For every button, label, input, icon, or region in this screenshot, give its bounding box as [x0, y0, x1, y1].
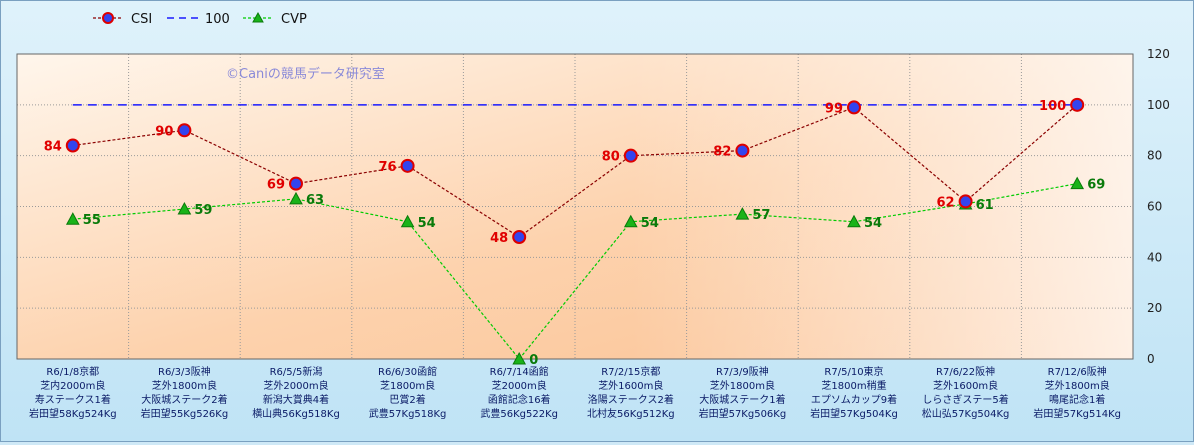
x-category-label: しらさぎステー5着	[922, 393, 1008, 406]
csi-data-label: 84	[44, 140, 62, 155]
x-category-label: 岩田望55Kg526Kg	[141, 407, 229, 420]
x-category-label: 新潟大賞典4着	[263, 393, 329, 406]
y-tick-label: 0	[1147, 352, 1155, 366]
legend-label: 100	[205, 12, 230, 27]
csi-data-label: 99	[825, 101, 843, 116]
cvp-point	[400, 214, 415, 228]
x-category-label: 武豊56Kg522Kg	[480, 407, 558, 420]
csi-data-label: 90	[155, 124, 173, 139]
csi-data-label: 100	[1039, 99, 1066, 114]
cvp-data-label: 55	[83, 213, 101, 228]
x-category-label: 岩田望57Kg506Kg	[699, 407, 787, 420]
cvp-data-label: 61	[976, 198, 994, 213]
cvp-data-label: 57	[752, 208, 770, 223]
cvp-point	[512, 351, 527, 365]
legend: CSI 100 CVP	[93, 11, 307, 27]
x-category-label: R7/12/6阪神	[1048, 365, 1107, 378]
legend-label: CSI	[131, 12, 152, 27]
x-category-label: 函館記念16着	[488, 393, 551, 406]
x-category-label: 岩田望57Kg504Kg	[810, 407, 898, 420]
csi-point	[735, 143, 750, 158]
x-category-label: 松山弘57Kg504Kg	[922, 407, 1010, 420]
x-category-label: 岩田望58Kg524Kg	[29, 407, 117, 420]
csi-data-label: 62	[937, 195, 955, 210]
csi-point	[65, 138, 80, 153]
x-category-label: 横山典56Kg518Kg	[252, 407, 340, 420]
x-category-label: 芝2000m良	[492, 379, 547, 392]
cvp-point	[289, 191, 303, 205]
x-category-label: 大阪城ステーク1着	[699, 393, 785, 406]
legend-cvp-marker	[252, 11, 264, 23]
x-category-label: R6/3/3阪神	[158, 365, 211, 378]
x-category-label: R6/5/5新潟	[270, 365, 323, 378]
csi-data-label: 48	[490, 231, 508, 246]
csi-point	[847, 100, 861, 115]
series-cvp-line	[72, 183, 1078, 360]
csi-point	[1070, 97, 1085, 112]
csi-point	[623, 148, 638, 163]
x-category-label: R7/2/15京都	[601, 365, 660, 378]
cvp-data-label: 54	[641, 216, 659, 231]
x-category-label: 岩田望57Kg514Kg	[1033, 407, 1121, 420]
x-category-label: 鳴尾記念1着	[1049, 393, 1105, 406]
x-category-label: R7/6/22阪神	[936, 365, 995, 378]
csi-data-label: 69	[267, 178, 285, 193]
x-category-label: エプソムカップ9着	[811, 393, 897, 406]
x-category-label: R6/6/30函館	[378, 365, 437, 378]
x-category-label: 芝外1600m良	[598, 379, 663, 392]
x-category-label: 芝外2000m良	[263, 379, 328, 392]
cvp-data-label: 54	[418, 216, 436, 231]
x-category-label: 北村友56Kg512Kg	[587, 407, 675, 420]
cvp-data-label: 63	[306, 193, 324, 208]
cvp-point	[623, 214, 638, 228]
cvp-data-label: 59	[194, 203, 212, 218]
y-tick-label: 100	[1147, 98, 1170, 112]
series-csi-line	[72, 104, 1078, 238]
cvp-point	[65, 212, 80, 225]
x-category-label: 芝内2000m良	[40, 379, 105, 392]
csi-point	[289, 176, 303, 191]
cvp-point	[735, 207, 750, 220]
x-category-label: R6/1/8京都	[46, 365, 99, 378]
x-category-label: 芝外1800m良	[710, 379, 775, 392]
y-axis: 0 20 40 60 80 100 120	[1147, 47, 1170, 366]
csi-point	[177, 123, 192, 138]
cvp-point	[177, 201, 192, 215]
y-tick-label: 40	[1147, 250, 1162, 264]
cvp-data-label: 54	[864, 216, 882, 231]
x-category-label: 巴賞2着	[389, 393, 425, 406]
y-tick-label: 20	[1147, 301, 1162, 315]
csi-data-label: 82	[713, 145, 731, 160]
x-category-label: R6/7/14函館	[490, 365, 549, 378]
x-category-label: R7/5/10東京	[824, 365, 883, 378]
legend-csi-marker	[102, 12, 114, 24]
csi-data-label: 80	[602, 150, 620, 165]
x-category-label: 芝外1800m良	[1045, 379, 1110, 392]
x-category-label: 芝外1600m良	[933, 379, 998, 392]
x-category-label: R7/3/9阪神	[716, 365, 769, 378]
x-category-label: 武豊57Kg518Kg	[369, 407, 447, 420]
cvp-point	[1070, 176, 1085, 190]
cvp-data-label: 0	[529, 353, 538, 368]
x-category-label: 芝外1800m良	[152, 379, 217, 392]
x-category-label: 寿ステークス1着	[35, 393, 111, 406]
y-tick-label: 80	[1147, 149, 1162, 163]
x-category-label: 大阪城ステーク2着	[141, 393, 227, 406]
x-category-label: 芝1800m稍重	[821, 379, 886, 392]
watermark-text: ©Caniの競馬データ研究室	[226, 66, 385, 82]
legend-label: CVP	[281, 12, 307, 27]
cvp-point	[847, 214, 861, 228]
csi-data-label: 76	[379, 160, 397, 175]
x-category-label: 洛陽ステークス2着	[588, 393, 674, 406]
cvp-data-label: 69	[1087, 178, 1105, 193]
x-category-label: 芝1800m良	[380, 379, 435, 392]
csi-point	[958, 194, 973, 209]
csi-point	[400, 158, 415, 173]
y-tick-label: 60	[1147, 200, 1162, 214]
y-tick-label: 120	[1147, 47, 1170, 61]
csi-point	[512, 230, 527, 244]
